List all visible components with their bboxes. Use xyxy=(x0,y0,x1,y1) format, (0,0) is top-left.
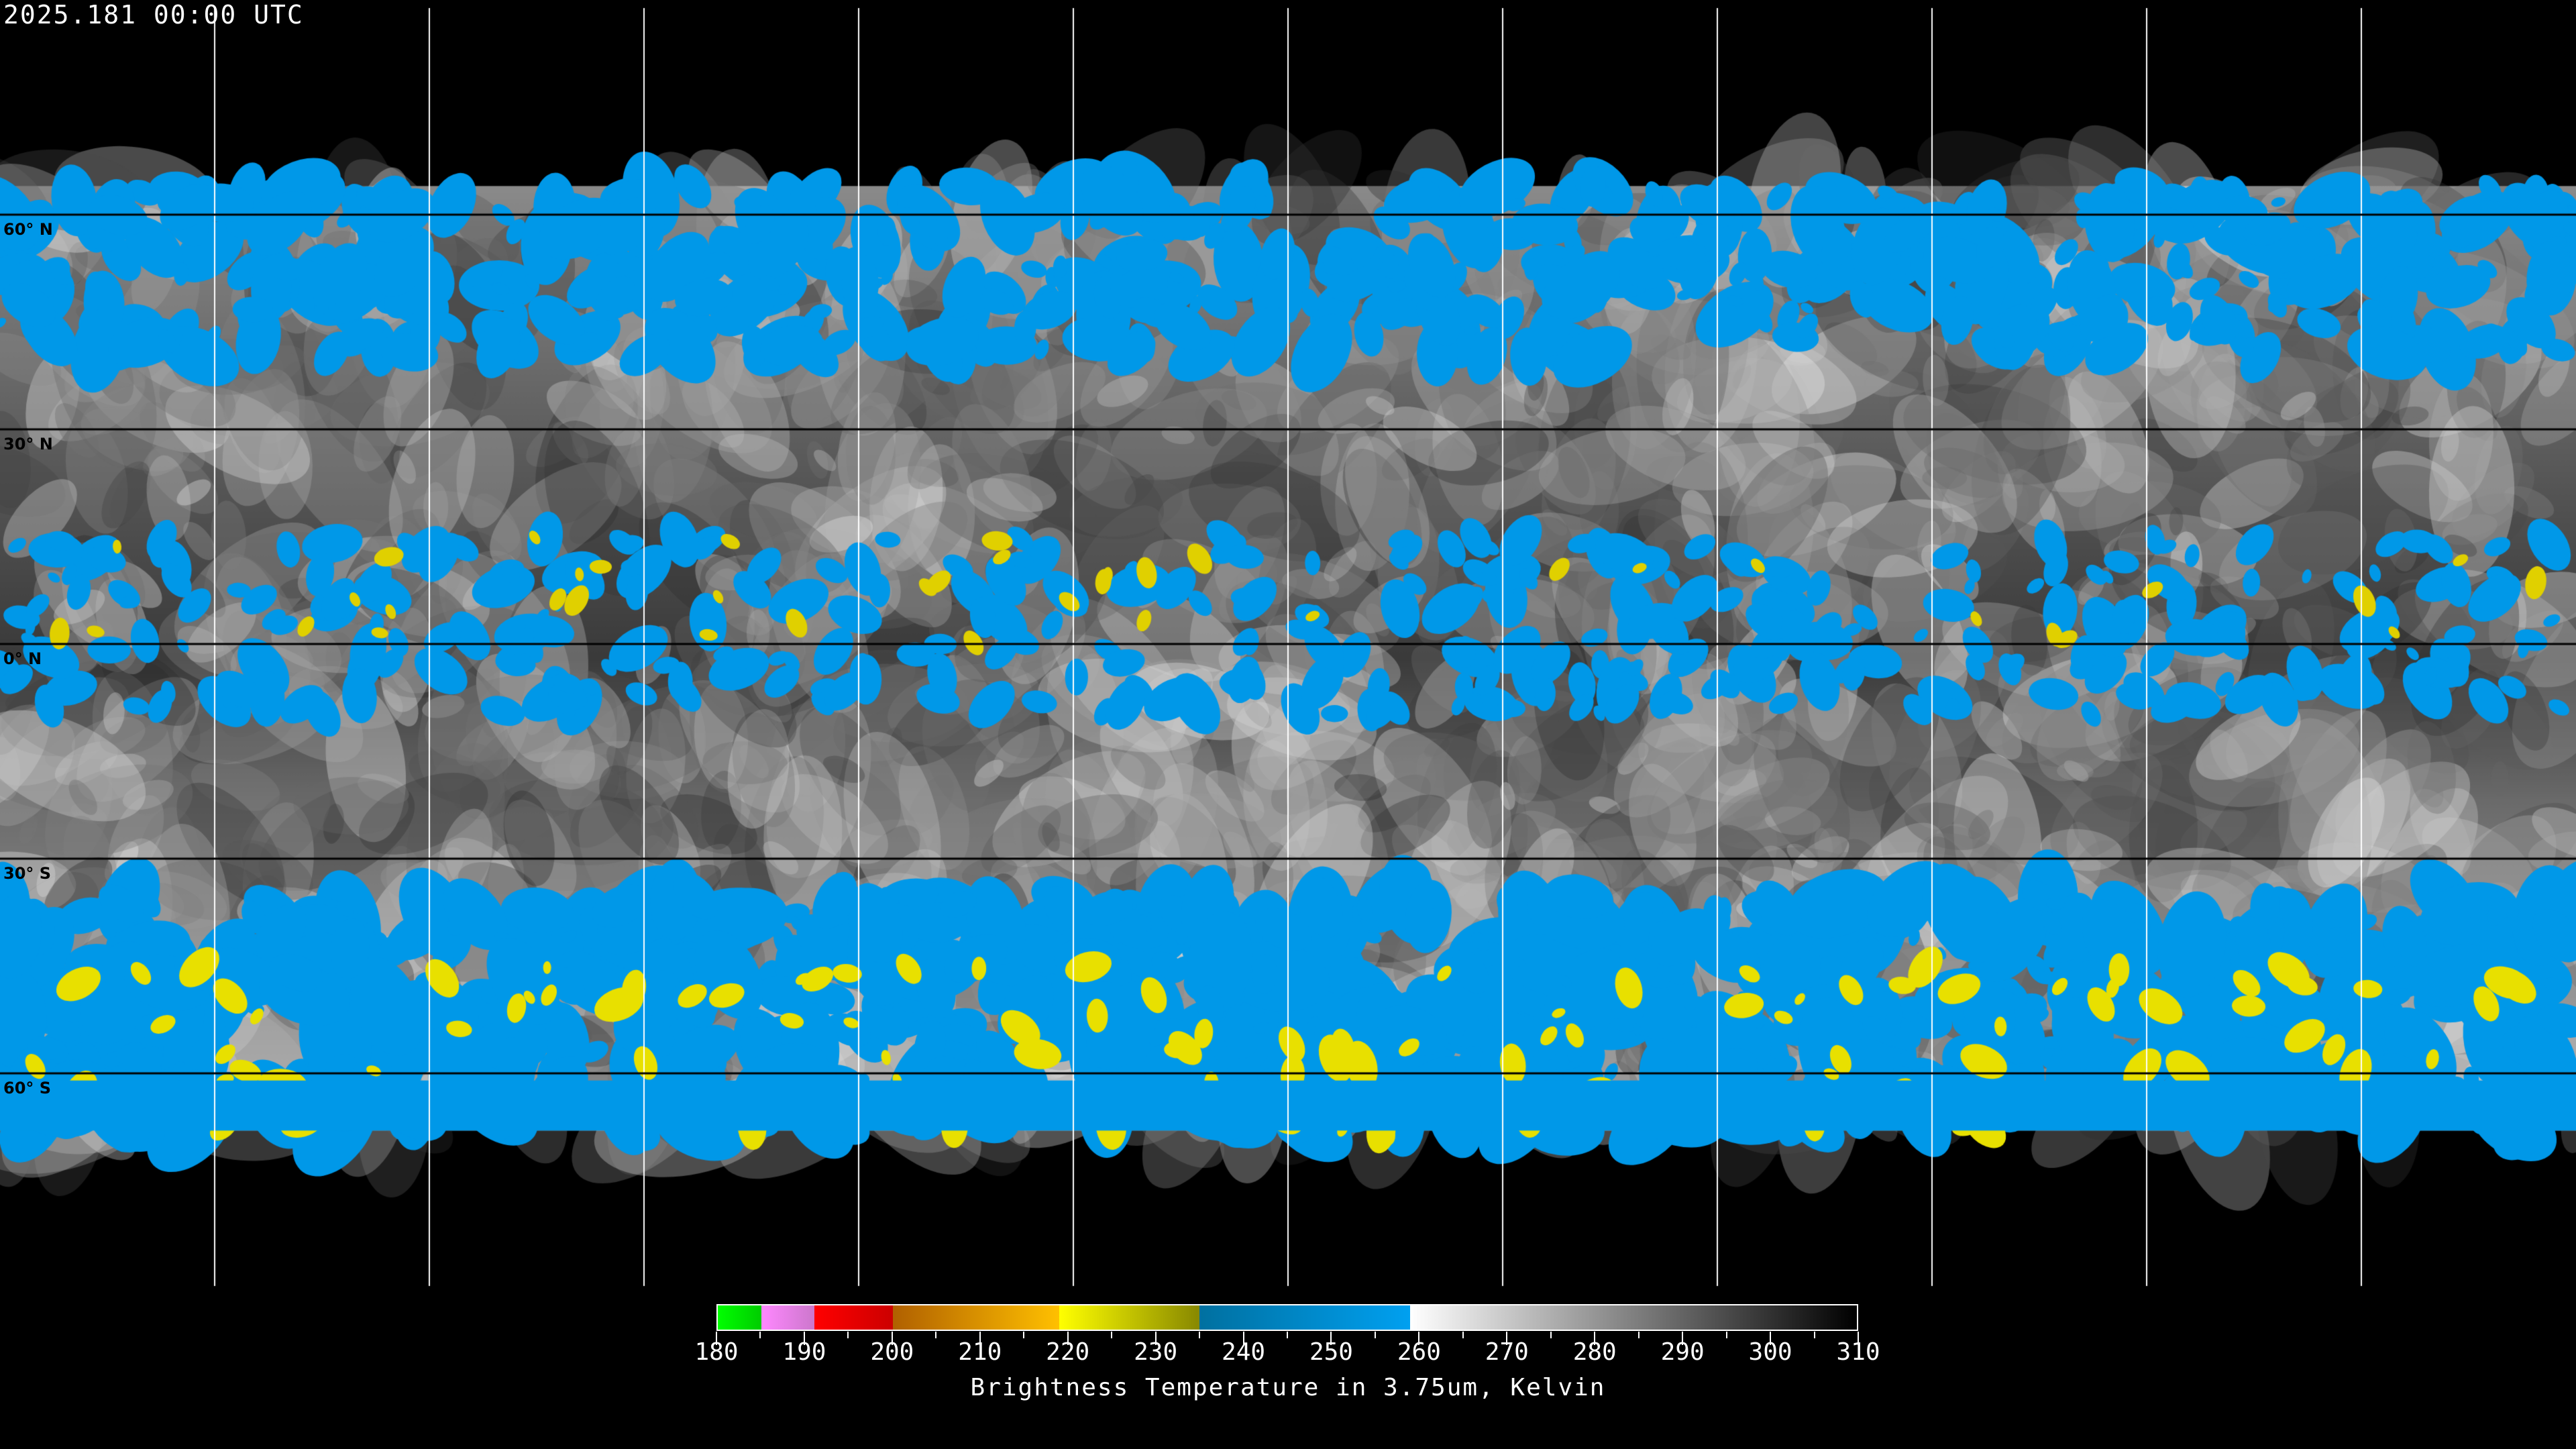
colorbar-segment xyxy=(814,1305,894,1330)
tick-mark xyxy=(1550,1332,1552,1338)
lat-label: 60° N xyxy=(3,220,53,239)
lat-label: 30° S xyxy=(3,864,52,883)
tick-mark xyxy=(1330,1332,1332,1345)
colorbar-segment xyxy=(1199,1305,1410,1330)
tick-mark xyxy=(1813,1332,1815,1338)
tick-mark xyxy=(1155,1332,1157,1345)
tick-mark xyxy=(1725,1332,1727,1338)
tick-mark xyxy=(803,1332,805,1345)
tick-mark xyxy=(1418,1332,1420,1345)
tick-mark xyxy=(891,1332,893,1345)
tick-mark xyxy=(1506,1332,1508,1345)
tick-label: 180 xyxy=(694,1338,739,1366)
tick-mark xyxy=(1111,1332,1113,1338)
tick-mark xyxy=(759,1332,761,1338)
tick-mark xyxy=(935,1332,937,1338)
colorbar-segment xyxy=(761,1305,814,1330)
tick-label: 250 xyxy=(1309,1338,1353,1366)
tick-mark xyxy=(1682,1332,1684,1345)
tick-label: 220 xyxy=(1046,1338,1090,1366)
lat-label: 60° S xyxy=(3,1079,52,1097)
colorbar xyxy=(716,1304,1858,1331)
tick-mark xyxy=(1242,1332,1244,1345)
tick-label: 230 xyxy=(1134,1338,1178,1366)
tick-mark xyxy=(1462,1332,1464,1338)
tick-label: 310 xyxy=(1836,1338,1880,1366)
colorbar-segment xyxy=(718,1305,762,1330)
tick-label: 280 xyxy=(1572,1338,1617,1366)
tick-mark xyxy=(1199,1332,1201,1338)
tick-label: 200 xyxy=(870,1338,914,1366)
colorbar-segment xyxy=(893,1305,1060,1330)
tick-mark xyxy=(1858,1332,1859,1345)
tick-label: 190 xyxy=(782,1338,826,1366)
colorbar-segment xyxy=(1059,1305,1200,1330)
tick-label: 300 xyxy=(1748,1338,1792,1366)
lat-label: 0° N xyxy=(3,649,42,668)
colorbar-title: Brightness Temperature in 3.75um, Kelvin xyxy=(970,1374,1606,1401)
tick-mark xyxy=(1638,1332,1640,1338)
tick-mark xyxy=(1023,1332,1025,1338)
tick-label: 260 xyxy=(1397,1338,1441,1366)
tick-mark xyxy=(1067,1332,1069,1345)
lat-label: 30° N xyxy=(3,435,53,453)
tick-mark xyxy=(1594,1332,1596,1345)
tick-label: 210 xyxy=(958,1338,1002,1366)
tick-mark xyxy=(847,1332,849,1338)
timestamp: 2025.181 00:00 UTC xyxy=(3,0,304,30)
tick-mark xyxy=(1770,1332,1772,1345)
tick-mark xyxy=(716,1332,717,1345)
satellite-map xyxy=(0,0,2576,1288)
tick-mark xyxy=(1374,1332,1376,1338)
tick-label: 290 xyxy=(1660,1338,1705,1366)
colorbar-segment xyxy=(1409,1305,1857,1330)
tick-label: 270 xyxy=(1485,1338,1529,1366)
tick-label: 240 xyxy=(1222,1338,1266,1366)
tick-mark xyxy=(979,1332,981,1345)
tick-mark xyxy=(1287,1332,1288,1338)
